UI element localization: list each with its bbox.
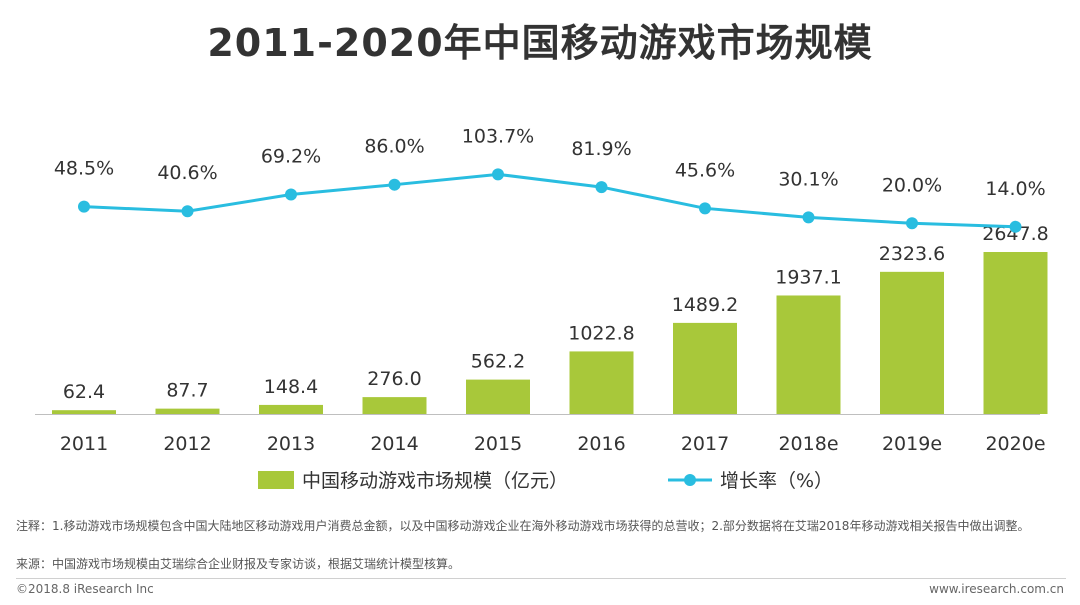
growth-label-2020e: 14.0%	[985, 178, 1045, 200]
growth-point-2020e	[1009, 220, 1022, 233]
growth-label-2015: 103.7%	[462, 125, 534, 147]
bar-value-label-2016: 1022.8	[568, 322, 634, 344]
bar-2011	[52, 410, 116, 414]
growth-label-2018e: 30.1%	[778, 168, 838, 190]
bar-2016	[569, 351, 634, 414]
growth-label-2011: 48.5%	[54, 158, 114, 180]
footnote-note: 注释：1.移动游戏市场规模包含中国大陆地区移动游戏用户消费总金额，以及中国移动游…	[16, 519, 1030, 533]
growth-point-2011	[78, 200, 90, 213]
growth-label-2016: 81.9%	[571, 138, 631, 160]
legend-layer: 中国移动游戏市场规模（亿元） 增长率（%）	[258, 470, 833, 492]
growth-point-2016	[595, 181, 608, 194]
legend-line-marker	[684, 474, 696, 486]
x-tick-label-2017: 2017	[681, 433, 729, 455]
bar-value-label-2014: 276.0	[367, 368, 421, 390]
x-tick-label-2016: 2016	[577, 433, 625, 455]
bar-value-label-2019e: 2323.6	[879, 243, 945, 265]
growth-point-2018e	[802, 211, 815, 224]
bar-2020e	[983, 252, 1048, 414]
growth-point-2013	[285, 188, 297, 201]
growth-label-2013: 69.2%	[261, 146, 321, 168]
legend-bar-label: 中国移动游戏市场规模（亿元）	[302, 470, 568, 492]
bar-value-label-2015: 562.2	[471, 351, 525, 373]
bar-value-label-2020e: 2647.8	[982, 223, 1048, 245]
growth-label-2014: 86.0%	[364, 136, 424, 158]
bar-2012	[155, 408, 220, 414]
copyright-text: ©2018.8 iResearch Inc	[16, 582, 154, 596]
x-tick-label-2019e: 2019e	[882, 433, 942, 455]
x-tick-label-2018e: 2018e	[778, 433, 838, 455]
bar-value-label-2018e: 1937.1	[775, 266, 841, 288]
bar-2017	[673, 322, 737, 414]
bar-2013	[259, 404, 323, 414]
bar-2018e	[776, 295, 841, 414]
bar-value-label-2017: 1489.2	[672, 294, 738, 316]
x-tick-label-2015: 2015	[474, 433, 522, 455]
x-tick-label-2012: 2012	[163, 433, 211, 455]
bars-layer: 62.4 87.7 148.4 276.0 562.2 1022.8 1489.2 1937.…	[52, 223, 1049, 414]
bar-2014	[362, 397, 427, 414]
line-layer: 48.5% 40.6% 69.2% 86.0% 103.7% 81.9% 45.6% 30.1…	[54, 125, 1046, 233]
x-tick-label-2020e: 2020e	[985, 433, 1045, 455]
growth-point-2014	[388, 178, 401, 191]
website-link[interactable]: www.iresearch.com.cn	[929, 582, 1064, 596]
axis-layer: 2011 2012 2013 2014 2015 2016 2017 2018e 2019e 20…	[35, 414, 1046, 455]
growth-point-2015	[492, 168, 504, 181]
chart-title: 2011-2020年中国移动游戏市场规模	[207, 21, 873, 65]
x-tick-label-2014: 2014	[370, 433, 418, 455]
growth-label-2019e: 20.0%	[882, 174, 942, 196]
x-tick-label-2011: 2011	[60, 433, 108, 455]
growth-label-2017: 45.6%	[675, 159, 735, 181]
x-tick-label-2013: 2013	[267, 433, 315, 455]
growth-label-2012: 40.6%	[157, 162, 217, 184]
bar-2015	[466, 379, 530, 414]
growth-point-2017	[699, 202, 711, 215]
bar-value-label-2013: 148.4	[264, 376, 318, 398]
bar-value-label-2011: 62.4	[63, 381, 105, 403]
growth-point-2019e	[906, 217, 918, 230]
bar-2019e	[880, 271, 944, 414]
growth-point-2012	[181, 205, 194, 218]
footnote-source: 来源：中国游戏市场规模由艾瑞综合企业财报及专家访谈，根据艾瑞统计模型核算。	[16, 557, 461, 571]
legend-line-label: 增长率（%）	[720, 470, 833, 492]
footer-divider	[16, 578, 1066, 579]
legend-bar-swatch	[258, 471, 294, 489]
growth-rate-line	[83, 172, 1016, 229]
bar-value-label-2012: 87.7	[166, 380, 208, 402]
